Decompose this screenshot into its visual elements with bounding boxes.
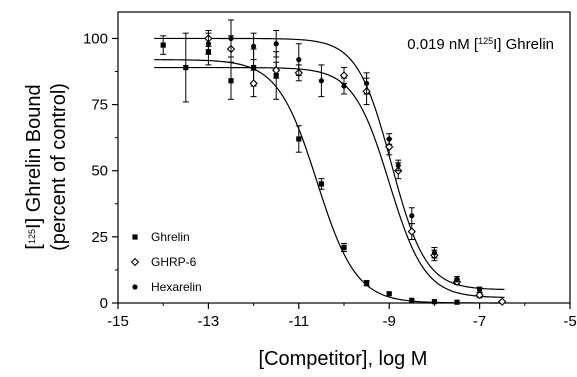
legend-label-ghrp-6: GHRP-6 <box>151 255 197 269</box>
data-point-ghrelin <box>296 136 302 142</box>
legend-marker-hexarelin <box>132 284 138 290</box>
y-tick-label: 50 <box>91 163 108 180</box>
data-point-ghrelin <box>228 78 234 84</box>
data-point-hexarelin <box>296 57 302 63</box>
data-point-ghrp-6 <box>498 297 507 306</box>
data-point-hexarelin <box>477 287 483 293</box>
data-point-ghrelin <box>251 64 257 71</box>
data-point-hexarelin <box>273 41 279 47</box>
data-point-hexarelin <box>409 213 415 219</box>
fit-curve-ghrelin <box>154 59 505 304</box>
y-tick-label: 25 <box>91 229 108 246</box>
plot-layer: -15 -13 -11 -9 -7 -5 0 25 50 75 100 Ghrelin GHRP-6 He… <box>83 11 577 330</box>
data-point-hexarelin <box>364 80 370 87</box>
data-point-ghrelin <box>431 299 437 305</box>
y-tick-label: 100 <box>83 30 108 47</box>
x-axis-title: [Competitor], log M <box>259 348 428 370</box>
svg-text:[125I] Ghrelin Bound: [125I] Ghrelin Bound <box>23 84 45 249</box>
data-point-hexarelin <box>228 35 234 42</box>
data-point-ghrelin <box>409 297 415 303</box>
data-point-hexarelin <box>341 83 347 89</box>
data-point-ghrelin <box>386 291 392 297</box>
data-point-hexarelin <box>386 136 392 142</box>
annotation-suffix: I] Ghrelin <box>493 36 554 53</box>
fit-curve-hexarelin <box>154 37 505 291</box>
annotation-text: 0.019 nM [125I] Ghrelin <box>407 36 554 53</box>
y-tick-label: 75 <box>91 97 108 114</box>
data-point-hexarelin <box>395 162 401 169</box>
legend-marker-ghrp-6 <box>130 257 140 267</box>
data-point-ghrelin <box>341 244 347 251</box>
x-tick-label: -5 <box>563 313 576 330</box>
data-point-hexarelin <box>251 43 257 49</box>
data-point-ghrelin <box>364 280 370 286</box>
x-tick-label: -9 <box>383 313 396 330</box>
data-point-ghrelin <box>318 181 324 187</box>
legend-label-hexarelin: Hexarelin <box>151 280 202 294</box>
x-tick-label: -13 <box>198 313 220 330</box>
legend-marker-ghrelin <box>132 234 138 240</box>
x-tick-label: -11 <box>289 313 310 330</box>
legend-label-ghrelin: Ghrelin <box>151 230 190 244</box>
data-point-ghrp-6 <box>249 79 258 88</box>
y-axis-title: [125I] Ghrelin Bound (percent of control… <box>23 83 70 251</box>
y-axis-title-line2: (percent of control) <box>48 83 70 251</box>
data-point-ghrp-6 <box>475 290 484 300</box>
annotation-superscript: 125 <box>478 36 493 46</box>
x-tick-label: -15 <box>107 313 129 330</box>
data-point-hexarelin <box>454 276 460 282</box>
annotation-prefix: 0.019 nM [ <box>407 36 479 53</box>
data-point-ghrelin <box>183 64 189 71</box>
data-point-ghrp-6 <box>407 227 416 236</box>
data-point-hexarelin <box>431 250 437 256</box>
fit-curve-ghrp-6 <box>154 66 505 298</box>
data-point-ghrp-6 <box>385 142 394 152</box>
y-tick-label: 0 <box>100 295 108 312</box>
y-axis-title-superscript: 125 <box>27 229 37 244</box>
data-point-hexarelin <box>205 41 211 47</box>
data-point-ghrelin <box>454 299 460 305</box>
data-point-hexarelin <box>318 78 324 84</box>
data-point-ghrp-6 <box>272 66 281 75</box>
x-tick-label: -7 <box>473 313 486 330</box>
y-axis-title-prefix: [ <box>23 244 45 250</box>
data-point-ghrelin <box>160 42 166 48</box>
y-axis-title-suffix: I] Ghrelin Bound <box>23 84 45 229</box>
